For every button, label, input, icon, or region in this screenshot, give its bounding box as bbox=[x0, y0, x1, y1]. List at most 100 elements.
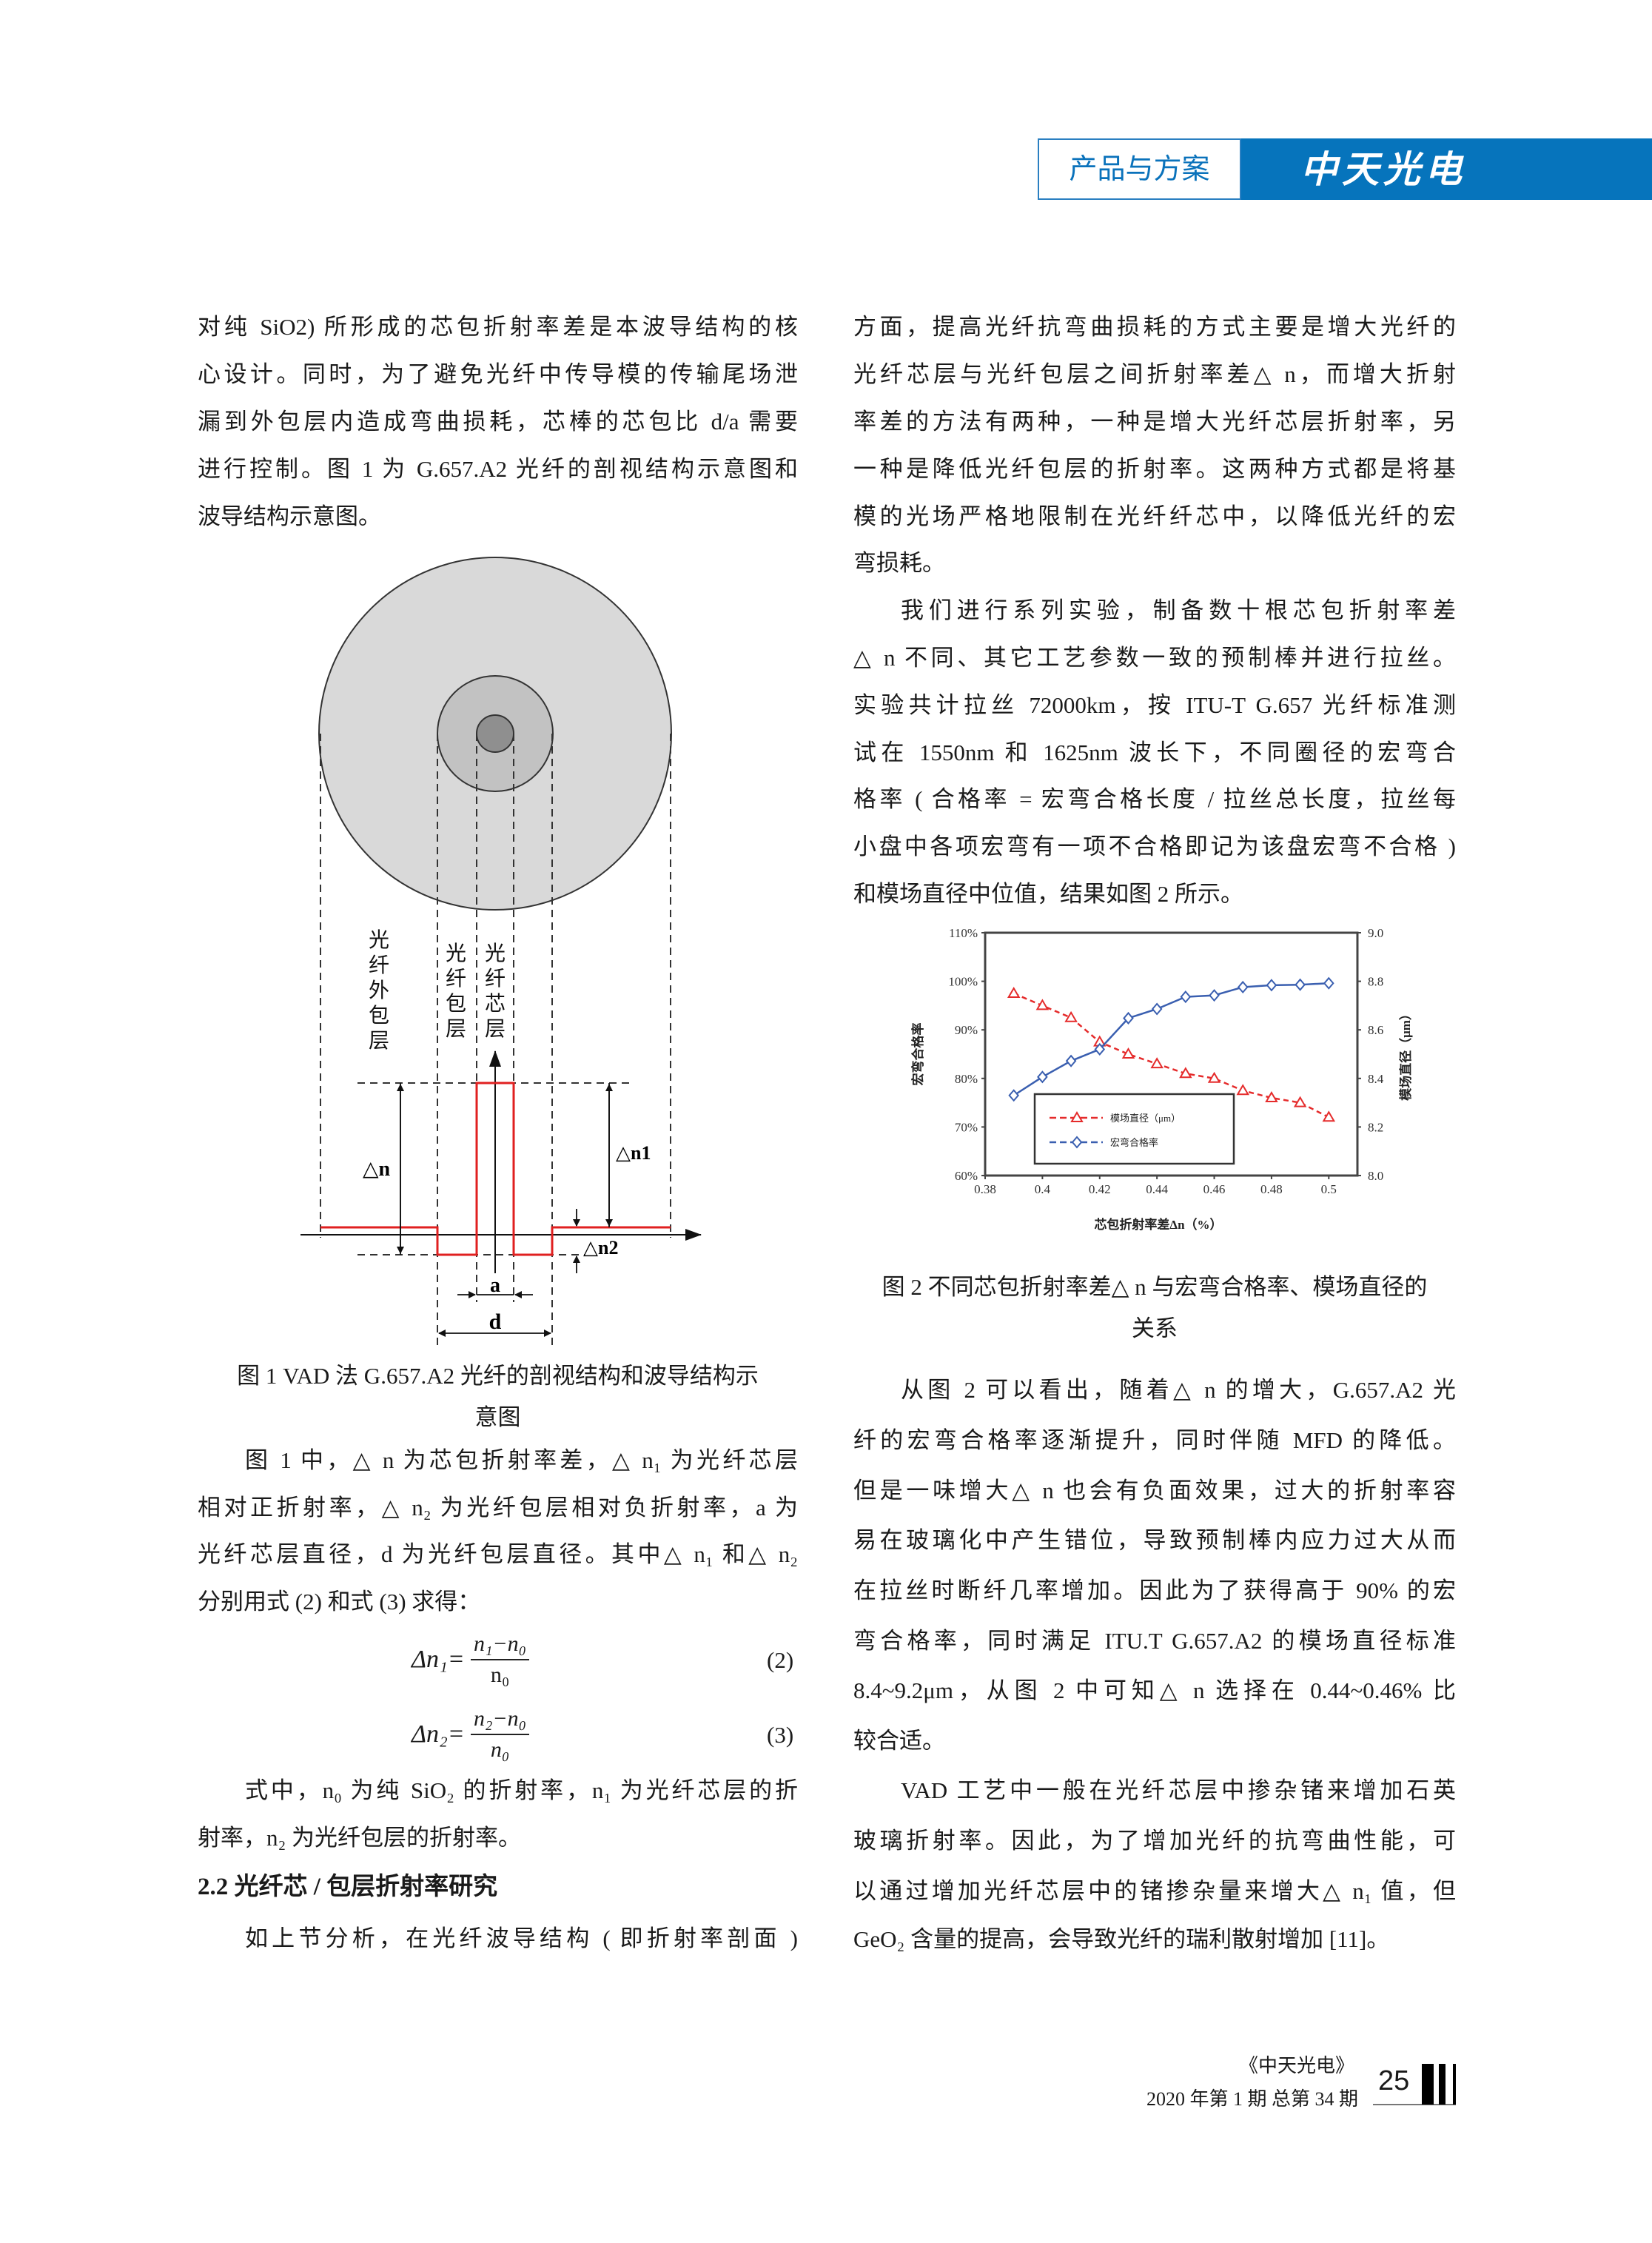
legend-box bbox=[1033, 1093, 1235, 1165]
series-macrobend-pass-rate bbox=[1008, 976, 1334, 1102]
text-line: 式中，n₀ 为纯 SiO₂ 的折射率，n₁ 为光纤芯层的折 bbox=[245, 1777, 798, 1803]
x-tick-label: 0.48 bbox=[1260, 1182, 1283, 1196]
equation-number: (3) bbox=[767, 1722, 794, 1748]
text-line: 玻璃折射率。因此，为了增加光纤的抗弯曲性能，可 bbox=[853, 1828, 1456, 1854]
footer-rule bbox=[1373, 2104, 1456, 2105]
text-line: 实验共计拉丝 72000km，按 ITU-T G.657 光纤标准测 bbox=[853, 692, 1456, 718]
text-line: 8.4~9.2μm，从图 2 中可知△ n 选择在 0.44~0.46% 比 bbox=[853, 1677, 1456, 1703]
delta-n1-label: △n1 bbox=[616, 1142, 651, 1164]
text-line: 较合适。 bbox=[853, 1728, 945, 1754]
legend-label: 宏弯合格率 bbox=[1110, 1137, 1158, 1148]
y-left-tick-label: 70% bbox=[955, 1120, 978, 1134]
data-point bbox=[1035, 999, 1050, 1010]
cladding-diameter-label: d bbox=[489, 1310, 502, 1334]
data-point bbox=[1265, 1091, 1278, 1103]
text-line: 波导结构示意图。 bbox=[198, 503, 381, 529]
text-line: 对纯 SiO2) 所形成的芯包折射率差是本波导结构的核 bbox=[198, 314, 798, 340]
denominator: n₀ bbox=[490, 1663, 510, 1687]
data-point bbox=[1123, 1011, 1134, 1025]
formula-fraction: n₂−n₀ n₀ bbox=[471, 1704, 530, 1765]
y-left-tick-label: 90% bbox=[955, 1023, 978, 1037]
label-core: 光纤芯层 bbox=[484, 942, 506, 1042]
text-line: 我们进行系列实验，制备数十根芯包折射率差 bbox=[901, 597, 1456, 623]
text-line: 试在 1550nm 和 1625nm 波长下，不同圈径的宏弯合 bbox=[853, 740, 1456, 765]
text-line: 纤的宏弯合格率逐渐提升，同时伴随 MFD 的降低。 bbox=[853, 1427, 1456, 1453]
text-line: 弯损耗。 bbox=[853, 550, 945, 576]
data-point bbox=[1065, 1054, 1077, 1067]
y-left-tick-label: 100% bbox=[948, 975, 978, 989]
label-outer-cladding: 光纤外包层 bbox=[368, 929, 389, 1053]
text-line: 以通过增加光纤芯层中的锗掺杂量来增大△ n₁ 值，但 bbox=[853, 1878, 1456, 1904]
y-left-tick-label: 80% bbox=[955, 1072, 978, 1086]
data-point bbox=[1151, 1002, 1163, 1016]
label-cladding: 光纤包层 bbox=[445, 942, 466, 1041]
text-line: 方面，提高光纤抗弯曲损耗的方式主要是增大光纤的 bbox=[853, 314, 1456, 340]
brand-logo: 中天光电 bbox=[1300, 147, 1466, 191]
y-left-tick-label: 110% bbox=[949, 926, 978, 940]
text-line: 光纤芯层与光纤包层之间折射率差△ n，而增大折射 bbox=[853, 361, 1456, 387]
text-line: 射率，n₂ 为光纤包层的折射率。 bbox=[198, 1825, 522, 1851]
x-tick-label: 0.44 bbox=[1146, 1182, 1168, 1196]
data-point bbox=[1180, 990, 1192, 1004]
x-axis-label: 芯包折射率差Δn（%） bbox=[1094, 1217, 1222, 1232]
footer-bar-mark bbox=[1453, 2064, 1456, 2105]
data-point bbox=[1037, 1070, 1048, 1084]
text-line: 弯合格率，同时满足 ITU.T G.657.A2 的模场直径标准 bbox=[853, 1628, 1456, 1654]
text-line: 小盘中各项宏弯有一项不合格即记为该盘宏弯不合格 ) bbox=[853, 834, 1456, 859]
core-diameter-label: a bbox=[490, 1274, 500, 1297]
text-line: 进行控制。图 1 为 G.657.A2 光纤的剖视结构示意图和 bbox=[198, 456, 798, 482]
x-tick-label: 0.46 bbox=[1203, 1182, 1226, 1196]
section-heading: 2.2 光纤芯 / 包层折射率研究 bbox=[198, 1874, 498, 1900]
data-point bbox=[1237, 980, 1249, 994]
issue-info: 2020 年第 1 期 总第 34 期 bbox=[1146, 2088, 1358, 2110]
text-line: 从图 2 可以看出，随着△ n 的增大，G.657.A2 光 bbox=[901, 1377, 1456, 1403]
text-line: 但是一味增大△ n 也会有负面效果，过大的折射率容 bbox=[853, 1478, 1456, 1503]
text-line: 易在玻璃化中产生错位，导致预制棒内应力过大从而 bbox=[853, 1527, 1456, 1553]
text-line: 心设计。同时，为了避免光纤中传导模的传输尾场泄 bbox=[198, 361, 798, 387]
data-point bbox=[1064, 1010, 1078, 1022]
delta-n-label: △n bbox=[363, 1158, 391, 1181]
series-mode-field-diameter bbox=[1007, 987, 1336, 1122]
data-point bbox=[1150, 1057, 1164, 1069]
y-right-tick-label: 8.0 bbox=[1368, 1169, 1383, 1183]
denominator: n₀ bbox=[490, 1737, 510, 1762]
series-line bbox=[1013, 992, 1329, 1119]
numerator: n₂−n₀ bbox=[471, 1704, 530, 1735]
equation-number: (2) bbox=[767, 1647, 794, 1673]
fiber-cross-section bbox=[318, 557, 672, 911]
y-right-tick-label: 8.8 bbox=[1368, 975, 1383, 989]
text-line: 在拉丝时断纤几率增加。因此为了获得高于 90% 的宏 bbox=[853, 1578, 1456, 1603]
x-tick-label: 0.4 bbox=[1035, 1182, 1051, 1196]
x-tick-label: 0.38 bbox=[974, 1182, 996, 1196]
text-line: 和模场直径中位值，结果如图 2 所示。 bbox=[853, 881, 1243, 907]
figure-1-caption: 意图 bbox=[474, 1404, 521, 1430]
x-tick-label: 0.42 bbox=[1089, 1182, 1111, 1196]
delta-n2-label: △n2 bbox=[583, 1237, 618, 1258]
dimension-arrows bbox=[397, 1083, 613, 1337]
figure-1-caption: 图 1 VAD 法 G.657.A2 光纤的剖视结构和波导结构示 bbox=[237, 1363, 759, 1389]
y-right-tick-label: 9.0 bbox=[1368, 926, 1383, 940]
legend: 模场直径（μm） 宏弯合格率 bbox=[1033, 1093, 1235, 1165]
data-point bbox=[1094, 1042, 1106, 1056]
formula-lhs: Δn₂= bbox=[412, 1720, 465, 1748]
formula-lhs: Δn₁= bbox=[412, 1646, 465, 1673]
data-point bbox=[1266, 979, 1277, 992]
legend-marker bbox=[1070, 1111, 1084, 1122]
data-point bbox=[1322, 1110, 1336, 1122]
text-line: 图 1 中，△ n 为芯包折射率差，△ n₁ 为光纤芯层 bbox=[245, 1447, 798, 1473]
data-point bbox=[1295, 978, 1306, 991]
data-point bbox=[1323, 976, 1334, 990]
y-right-tick-label: 8.4 bbox=[1368, 1072, 1384, 1086]
y-left-axis-label: 宏弯合格率 bbox=[910, 1023, 925, 1086]
figure-2-caption: 关系 bbox=[1132, 1315, 1178, 1341]
data-point bbox=[1207, 1071, 1221, 1083]
text-line: 格率 ( 合格率 = 宏弯合格长度 / 拉丝总长度，拉丝每 bbox=[853, 786, 1456, 812]
text-line: VAD 工艺中一般在光纤芯层中掺杂锗来增加石英 bbox=[901, 1777, 1456, 1803]
data-point bbox=[1008, 1089, 1020, 1102]
x-tick-label: 0.5 bbox=[1321, 1182, 1337, 1196]
figure-2-caption: 图 2 不同芯包折射率差△ n 与宏弯合格率、模场直径的 bbox=[882, 1274, 1428, 1300]
text-line: 光纤芯层直径，d 为光纤包层直径。其中△ n₁ 和△ n₂ bbox=[198, 1541, 798, 1567]
data-point bbox=[1121, 1047, 1135, 1059]
